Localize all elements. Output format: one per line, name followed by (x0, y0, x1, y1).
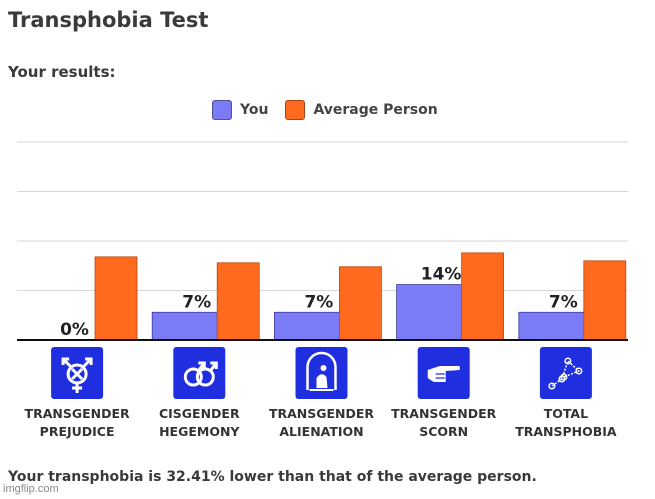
legend-label-average: Average Person (313, 102, 438, 118)
legend-label-you: You (240, 102, 269, 118)
category-label: ALIENATION (279, 424, 363, 439)
bar-average (216, 262, 260, 341)
results-heading: Your results: (8, 63, 116, 81)
result-summary: Your transphobia is 32.41% lower than th… (8, 469, 537, 485)
constellation-star (575, 367, 583, 375)
imgflip-watermark: imgflip.com (3, 483, 59, 495)
male-symbol-ring (183, 367, 203, 387)
prohibition-cross (71, 367, 84, 381)
legend-item-you: You (212, 100, 268, 120)
category-label: TRANSGENDER (25, 406, 130, 421)
constellation-lines (551, 359, 581, 387)
category-label: TRANSGENDER (391, 406, 496, 421)
person-in-door-icon (295, 347, 348, 399)
person-body (316, 374, 328, 388)
category-label: TRANSPHOBIA (515, 424, 617, 439)
page-title: Transphobia Test (8, 8, 209, 32)
category-label: SCORN (419, 424, 468, 439)
chart-legend: You Average Person (212, 99, 455, 121)
category-label: PREJUDICE (40, 424, 115, 439)
hand-fingers (435, 373, 445, 379)
category-label: CISGENDER (159, 406, 240, 421)
door-frame (306, 351, 337, 390)
legend-swatch-average (285, 100, 306, 120)
legend-item-average: Average Person (285, 100, 438, 120)
results-bar-chart: 0% TRANSGENDER PREJUDICE 7% CISGENDER HEGEMON… (17, 141, 628, 439)
bar-average (583, 260, 627, 341)
constellation-star (548, 382, 556, 390)
bar-average (338, 266, 382, 341)
constellation-icon (539, 347, 592, 399)
transgender-symbol-arms (61, 357, 93, 393)
constellation-star (560, 373, 568, 381)
bar-you-data-label: 7% (182, 292, 211, 312)
category-label: TOTAL (544, 406, 588, 421)
bar-you-data-label: 0% (60, 320, 89, 340)
bar-average (94, 256, 138, 341)
bar-you-data-label: 14% (421, 265, 462, 285)
category-label: HEGEMONY (159, 424, 240, 439)
male-symbol-arrows (197, 361, 218, 372)
category-label: TRANSGENDER (269, 406, 374, 421)
legend-swatch-you (212, 100, 232, 120)
constellation-star (564, 357, 572, 365)
person-head (320, 365, 327, 371)
bar-you-data-label: 7% (304, 292, 333, 312)
bar-you-data-label: 7% (549, 292, 578, 312)
bar-average (461, 252, 505, 341)
